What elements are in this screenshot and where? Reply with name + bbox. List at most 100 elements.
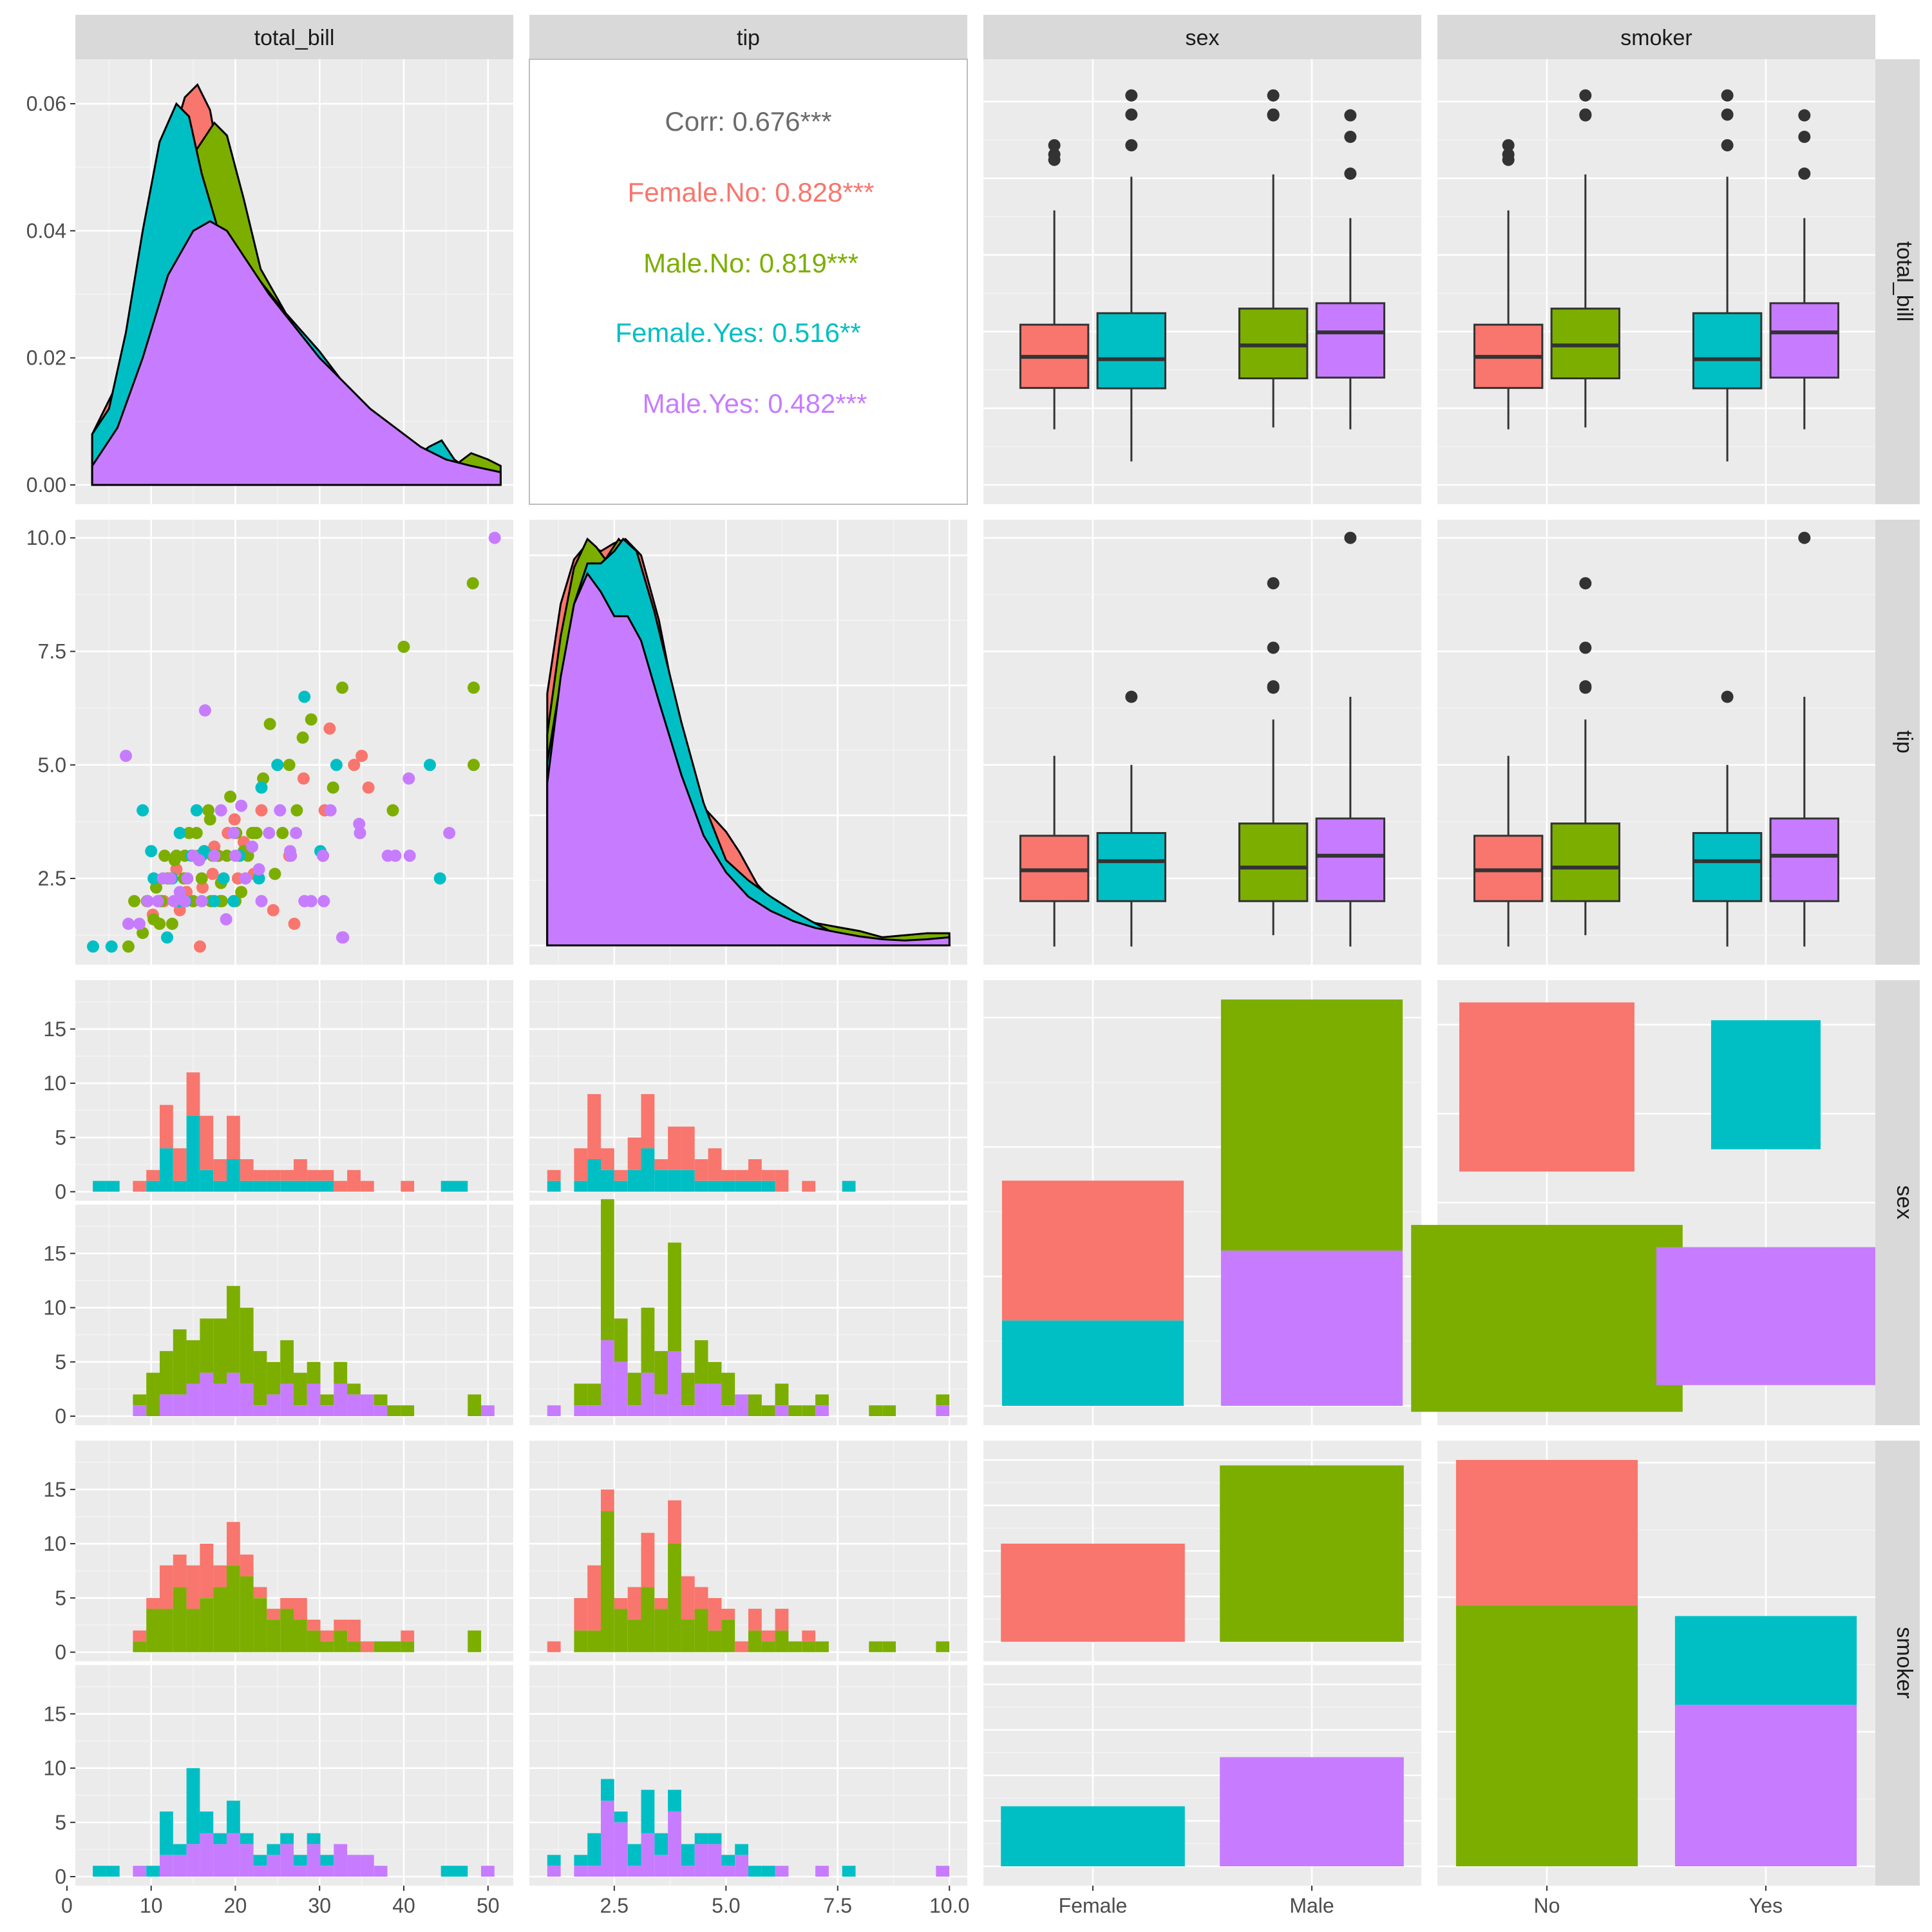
histogram-bar-female-yes bbox=[654, 1170, 668, 1192]
histogram-bar-male-yes bbox=[360, 1855, 374, 1877]
histogram-bar-male-no bbox=[587, 1630, 601, 1653]
boxplot-total-bill-male-no-outlier bbox=[1267, 89, 1280, 102]
histogram-bar-female-no bbox=[574, 1148, 588, 1181]
histogram-bar-female-no bbox=[267, 1170, 281, 1181]
scatter-point-female-no bbox=[255, 804, 268, 817]
scatter-point-female-yes bbox=[271, 759, 284, 772]
scatter-point-female-yes bbox=[190, 804, 203, 817]
histogram-bar-male-no bbox=[654, 1609, 668, 1653]
histogram-bar-male-no bbox=[253, 1598, 267, 1653]
histogram-bar-male-yes bbox=[160, 1855, 173, 1877]
tip-x-axis-tick-label: 5.0 bbox=[712, 1894, 740, 1917]
scatter-point-male-yes bbox=[235, 799, 248, 812]
scatter-point-female-yes bbox=[227, 895, 240, 907]
histogram-bar-female-no bbox=[587, 1094, 601, 1159]
scatter-point-male-no bbox=[202, 804, 215, 817]
scatter-point-male-no bbox=[397, 640, 410, 653]
bar-sex-male-male-yes bbox=[1220, 1250, 1403, 1406]
histogram-bar-male-no bbox=[374, 1394, 388, 1406]
histogram-bar-male-no bbox=[882, 1641, 896, 1653]
boxplot-tip-male-yes-box bbox=[1315, 817, 1386, 902]
panel-box-total-bill-by-smoker bbox=[1437, 59, 1875, 504]
scatter-point-female-no bbox=[362, 781, 375, 794]
tip-y-axis-tick-label: 7.5 bbox=[38, 639, 66, 663]
histogram-bar-female-no bbox=[641, 1094, 655, 1149]
histogram-bar-male-yes bbox=[735, 1855, 748, 1877]
histogram-bar-male-yes bbox=[253, 1405, 267, 1416]
tip-y-axis-tick-label: 10.0 bbox=[26, 526, 66, 549]
count-y-axis-2-tick-label: 5 bbox=[55, 1586, 66, 1609]
scatter-point-male-no bbox=[296, 731, 309, 744]
scatter-point-female-no bbox=[297, 772, 310, 785]
histogram-bar-female-no bbox=[775, 1170, 789, 1192]
scatter-point-male-no bbox=[220, 849, 233, 862]
histogram-bar-male-no bbox=[133, 1641, 147, 1653]
bar-smoker-yes-female-yes bbox=[1674, 1616, 1857, 1705]
histogram-bar-female-yes bbox=[614, 1811, 628, 1823]
histogram-bar-female-yes bbox=[280, 1180, 294, 1192]
scatter-point-male-no bbox=[466, 577, 479, 590]
histogram-bar-female-no bbox=[173, 1554, 187, 1587]
scatter-point-male-yes bbox=[317, 849, 329, 862]
scatter-point-female-yes bbox=[161, 931, 173, 944]
scatter-point-female-no bbox=[288, 918, 301, 930]
histogram-bar-male-yes bbox=[133, 1866, 147, 1877]
histogram-bar-male-yes bbox=[574, 1866, 588, 1877]
histogram-bar-male-no bbox=[869, 1405, 883, 1416]
histogram-bar-female-no bbox=[627, 1587, 641, 1620]
histogram-bar-female-no bbox=[547, 1170, 561, 1181]
scatter-point-male-yes bbox=[214, 804, 227, 817]
density-area-male-yes bbox=[546, 571, 951, 947]
sex-x-axis-tick-label: Female bbox=[1059, 1894, 1128, 1917]
scatter-point-female-yes bbox=[208, 895, 221, 907]
histogram-bar-male-no bbox=[574, 1383, 588, 1406]
boxplot-total-bill-male-yes-outlier bbox=[1798, 167, 1811, 180]
count-y-axis-2-tick-label: 15 bbox=[43, 1478, 66, 1501]
histogram-bar-female-no bbox=[320, 1170, 334, 1181]
histogram-bar-male-no bbox=[253, 1350, 267, 1406]
strip-total-bill-top bbox=[75, 15, 513, 59]
histogram-bar-female-no bbox=[307, 1170, 321, 1181]
histogram-bar-male-yes bbox=[294, 1866, 307, 1877]
scatter-point-male-yes bbox=[193, 854, 205, 867]
histogram-bar-female-no bbox=[360, 1641, 374, 1653]
histogram-bar-female-yes bbox=[227, 1159, 240, 1192]
histogram-bar-male-no bbox=[708, 1630, 722, 1653]
histogram-bar-female-no bbox=[401, 1630, 415, 1642]
histogram-bar-male-yes bbox=[227, 1833, 240, 1877]
histogram-bar-female-yes bbox=[106, 1180, 120, 1192]
scatter-point-male-yes bbox=[324, 804, 337, 817]
scatter-point-male-yes bbox=[402, 772, 415, 785]
histogram-bar-male-no bbox=[320, 1394, 334, 1406]
histogram-bar-male-no bbox=[802, 1405, 816, 1416]
histogram-bar-male-no bbox=[788, 1405, 802, 1416]
histogram-bar-female-yes bbox=[681, 1170, 695, 1192]
count-y-axis-3-tick-label: 15 bbox=[43, 1702, 66, 1725]
histogram-bar-male-yes bbox=[347, 1855, 361, 1877]
bar-male-no bbox=[1220, 1465, 1404, 1642]
histogram-bar-male-no bbox=[761, 1405, 775, 1416]
histogram-bar-male-no bbox=[173, 1587, 187, 1653]
histogram-bar-male-no bbox=[294, 1620, 307, 1653]
histogram-bar-female-no bbox=[240, 1159, 254, 1181]
histogram-bar-male-no bbox=[347, 1641, 361, 1653]
histogram-bar-female-no bbox=[708, 1598, 722, 1631]
scatter-point-male-yes bbox=[255, 895, 268, 907]
histogram-bar-female-no bbox=[133, 1180, 147, 1192]
boxplot-tip-male-no-outlier bbox=[1579, 577, 1592, 590]
histogram-bar-male-yes bbox=[708, 1383, 722, 1416]
histogram-bar-female-no bbox=[360, 1180, 374, 1192]
scatter-point-female-yes bbox=[255, 781, 268, 794]
total-bill-x-axis-tick-label: 50 bbox=[477, 1894, 500, 1917]
histogram-bar-male-no bbox=[708, 1361, 722, 1384]
histogram-bar-female-no bbox=[802, 1630, 816, 1642]
scatter-point-male-yes bbox=[181, 872, 194, 885]
histogram-bar-female-no bbox=[401, 1180, 415, 1192]
scatter-point-female-yes bbox=[87, 940, 99, 953]
scatter-point-female-no bbox=[196, 881, 209, 894]
histogram-bar-male-no bbox=[614, 1318, 628, 1362]
scatter-point-male-yes bbox=[239, 872, 252, 885]
histogram-bar-female-no bbox=[227, 1115, 240, 1159]
histogram-bar-male-no bbox=[334, 1361, 348, 1384]
